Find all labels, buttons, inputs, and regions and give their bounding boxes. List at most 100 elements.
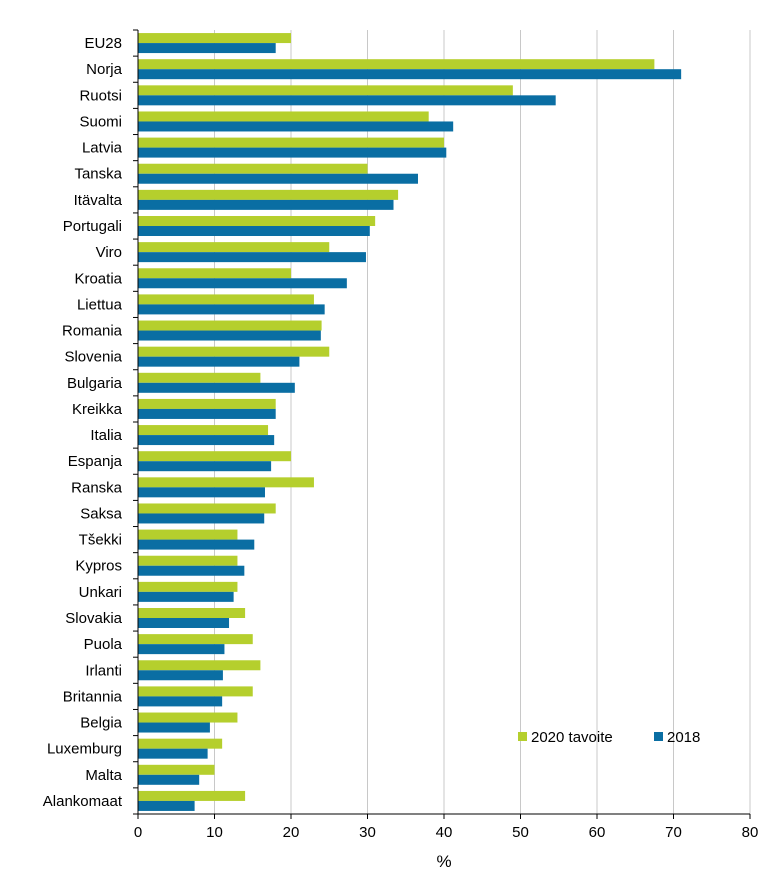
bar-target xyxy=(138,451,291,462)
category-label: Unkari xyxy=(79,584,122,601)
bar-actual xyxy=(138,748,208,759)
bar-actual xyxy=(138,800,195,811)
bar-target xyxy=(138,346,330,357)
bar-actual xyxy=(138,618,230,628)
category-label: Luxemburg xyxy=(47,741,122,758)
category-label: Alankomaat xyxy=(43,793,123,810)
bar-target xyxy=(138,320,322,331)
x-tick-label: 10 xyxy=(206,824,223,841)
bar-target xyxy=(138,660,261,671)
bar-actual xyxy=(138,330,321,341)
bar-target xyxy=(138,738,223,749)
x-axis-title: % xyxy=(436,852,451,871)
bar-actual xyxy=(138,461,272,472)
bar-actual xyxy=(138,252,366,263)
category-label: Suomi xyxy=(79,113,122,130)
x-tick-label: 80 xyxy=(742,824,759,841)
axes xyxy=(133,29,751,819)
bar-target xyxy=(138,85,513,96)
bar-target xyxy=(138,137,444,148)
bar-target xyxy=(138,790,246,801)
category-label: Itävalta xyxy=(74,192,123,209)
bar-target xyxy=(138,634,253,645)
category-label: Puola xyxy=(84,636,123,653)
bar-target xyxy=(138,477,314,488)
bar-actual xyxy=(138,670,223,681)
bar-target xyxy=(138,712,238,723)
category-label: Tanska xyxy=(74,166,122,183)
bar-target xyxy=(138,581,238,592)
bar-target xyxy=(138,268,291,279)
bar-actual xyxy=(138,173,418,184)
category-label: Slovenia xyxy=(64,349,122,366)
bar-target xyxy=(138,503,276,514)
category-label: Romania xyxy=(62,323,123,340)
bar-target xyxy=(138,294,314,305)
bar-actual xyxy=(138,591,234,602)
bar-target xyxy=(138,163,368,174)
category-label: Viro xyxy=(96,244,122,261)
bar-target xyxy=(138,398,276,409)
legend-label: 2018 xyxy=(667,729,700,746)
category-label: Ranska xyxy=(71,479,123,496)
bar-actual xyxy=(138,95,556,106)
bar-actual xyxy=(138,722,210,733)
bar-target xyxy=(138,216,376,226)
bar-actual xyxy=(138,43,276,54)
bar-actual xyxy=(138,226,370,236)
bar-target xyxy=(138,555,238,566)
bar-actual xyxy=(138,147,447,158)
x-tick-label: 70 xyxy=(665,824,682,841)
bar-actual xyxy=(138,774,200,785)
tick-labels: 0 10 20 30 40 50 60 70 80 xyxy=(134,824,759,841)
category-label: Italia xyxy=(90,427,122,444)
bar-target xyxy=(138,33,291,44)
legend: 2020 tavoite 2018 xyxy=(518,729,700,746)
x-tick-label: 30 xyxy=(359,824,376,841)
bar-target xyxy=(138,764,215,775)
bar-actual xyxy=(138,696,223,707)
bar-target xyxy=(138,189,399,200)
category-label: EU28 xyxy=(84,35,122,52)
bars xyxy=(138,33,682,811)
category-label: Kreikka xyxy=(72,401,123,418)
bar-target xyxy=(138,242,330,253)
bar-actual xyxy=(138,565,245,576)
legend-label: 2020 tavoite xyxy=(531,729,613,746)
category-label: Bulgaria xyxy=(67,375,123,392)
legend-swatch xyxy=(654,732,663,741)
bar-actual xyxy=(138,644,225,655)
bar-target xyxy=(138,529,238,540)
category-label: Saksa xyxy=(80,505,122,522)
bar-actual xyxy=(138,69,682,80)
category-label: Norja xyxy=(86,61,123,78)
x-tick-label: 0 xyxy=(134,824,142,841)
bar-actual xyxy=(138,356,300,367)
category-labels: EU28 Norja Ruotsi Suomi Latvia Tanska Itävalta… xyxy=(43,35,123,810)
legend-swatch xyxy=(518,732,527,741)
bar-actual xyxy=(138,199,394,210)
bar-target xyxy=(138,425,269,436)
bar-actual xyxy=(138,278,347,289)
category-label: Portugali xyxy=(63,218,122,235)
bar-target xyxy=(138,608,246,618)
x-tick-label: 50 xyxy=(512,824,529,841)
category-label: Malta xyxy=(85,767,122,784)
bar-target xyxy=(138,59,655,70)
category-label: Tšekki xyxy=(79,532,122,549)
bar-actual xyxy=(138,382,295,393)
bar-actual xyxy=(138,513,265,524)
category-label: Kypros xyxy=(75,558,122,575)
category-label: Irlanti xyxy=(85,662,122,679)
bar-target xyxy=(138,111,429,122)
bar-actual xyxy=(138,435,275,446)
category-label: Slovakia xyxy=(65,610,122,627)
category-label: Belgia xyxy=(80,715,122,732)
x-tick-label: 40 xyxy=(436,824,453,841)
bar-actual xyxy=(138,304,325,315)
category-label: Ruotsi xyxy=(79,87,122,104)
bar-actual xyxy=(138,408,276,419)
bar-actual xyxy=(138,539,255,550)
category-label: Britannia xyxy=(63,688,123,705)
